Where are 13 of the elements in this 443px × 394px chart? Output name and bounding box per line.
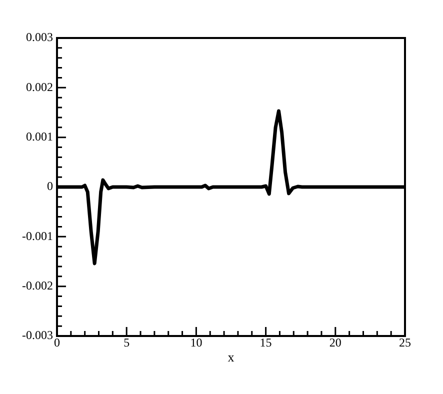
x-tick-label: 10: [190, 335, 202, 350]
y-tick-label: 0: [46, 179, 53, 194]
y-tick-label: 0.003: [26, 30, 53, 44]
x-tick-label: 25: [399, 335, 411, 350]
y-tick-label: -0.002: [22, 278, 53, 292]
y-tick-label: -0.001: [22, 228, 53, 243]
x-tick-label: 15: [260, 335, 272, 350]
x-tick-label: 5: [124, 335, 130, 350]
y-tick-label: -0.003: [22, 328, 53, 342]
x-axis-title: x: [228, 350, 235, 365]
y-tick-label: 0.001: [26, 129, 53, 144]
y-tick-label: 0.002: [26, 80, 53, 94]
x-tick-label: 20: [329, 335, 342, 350]
